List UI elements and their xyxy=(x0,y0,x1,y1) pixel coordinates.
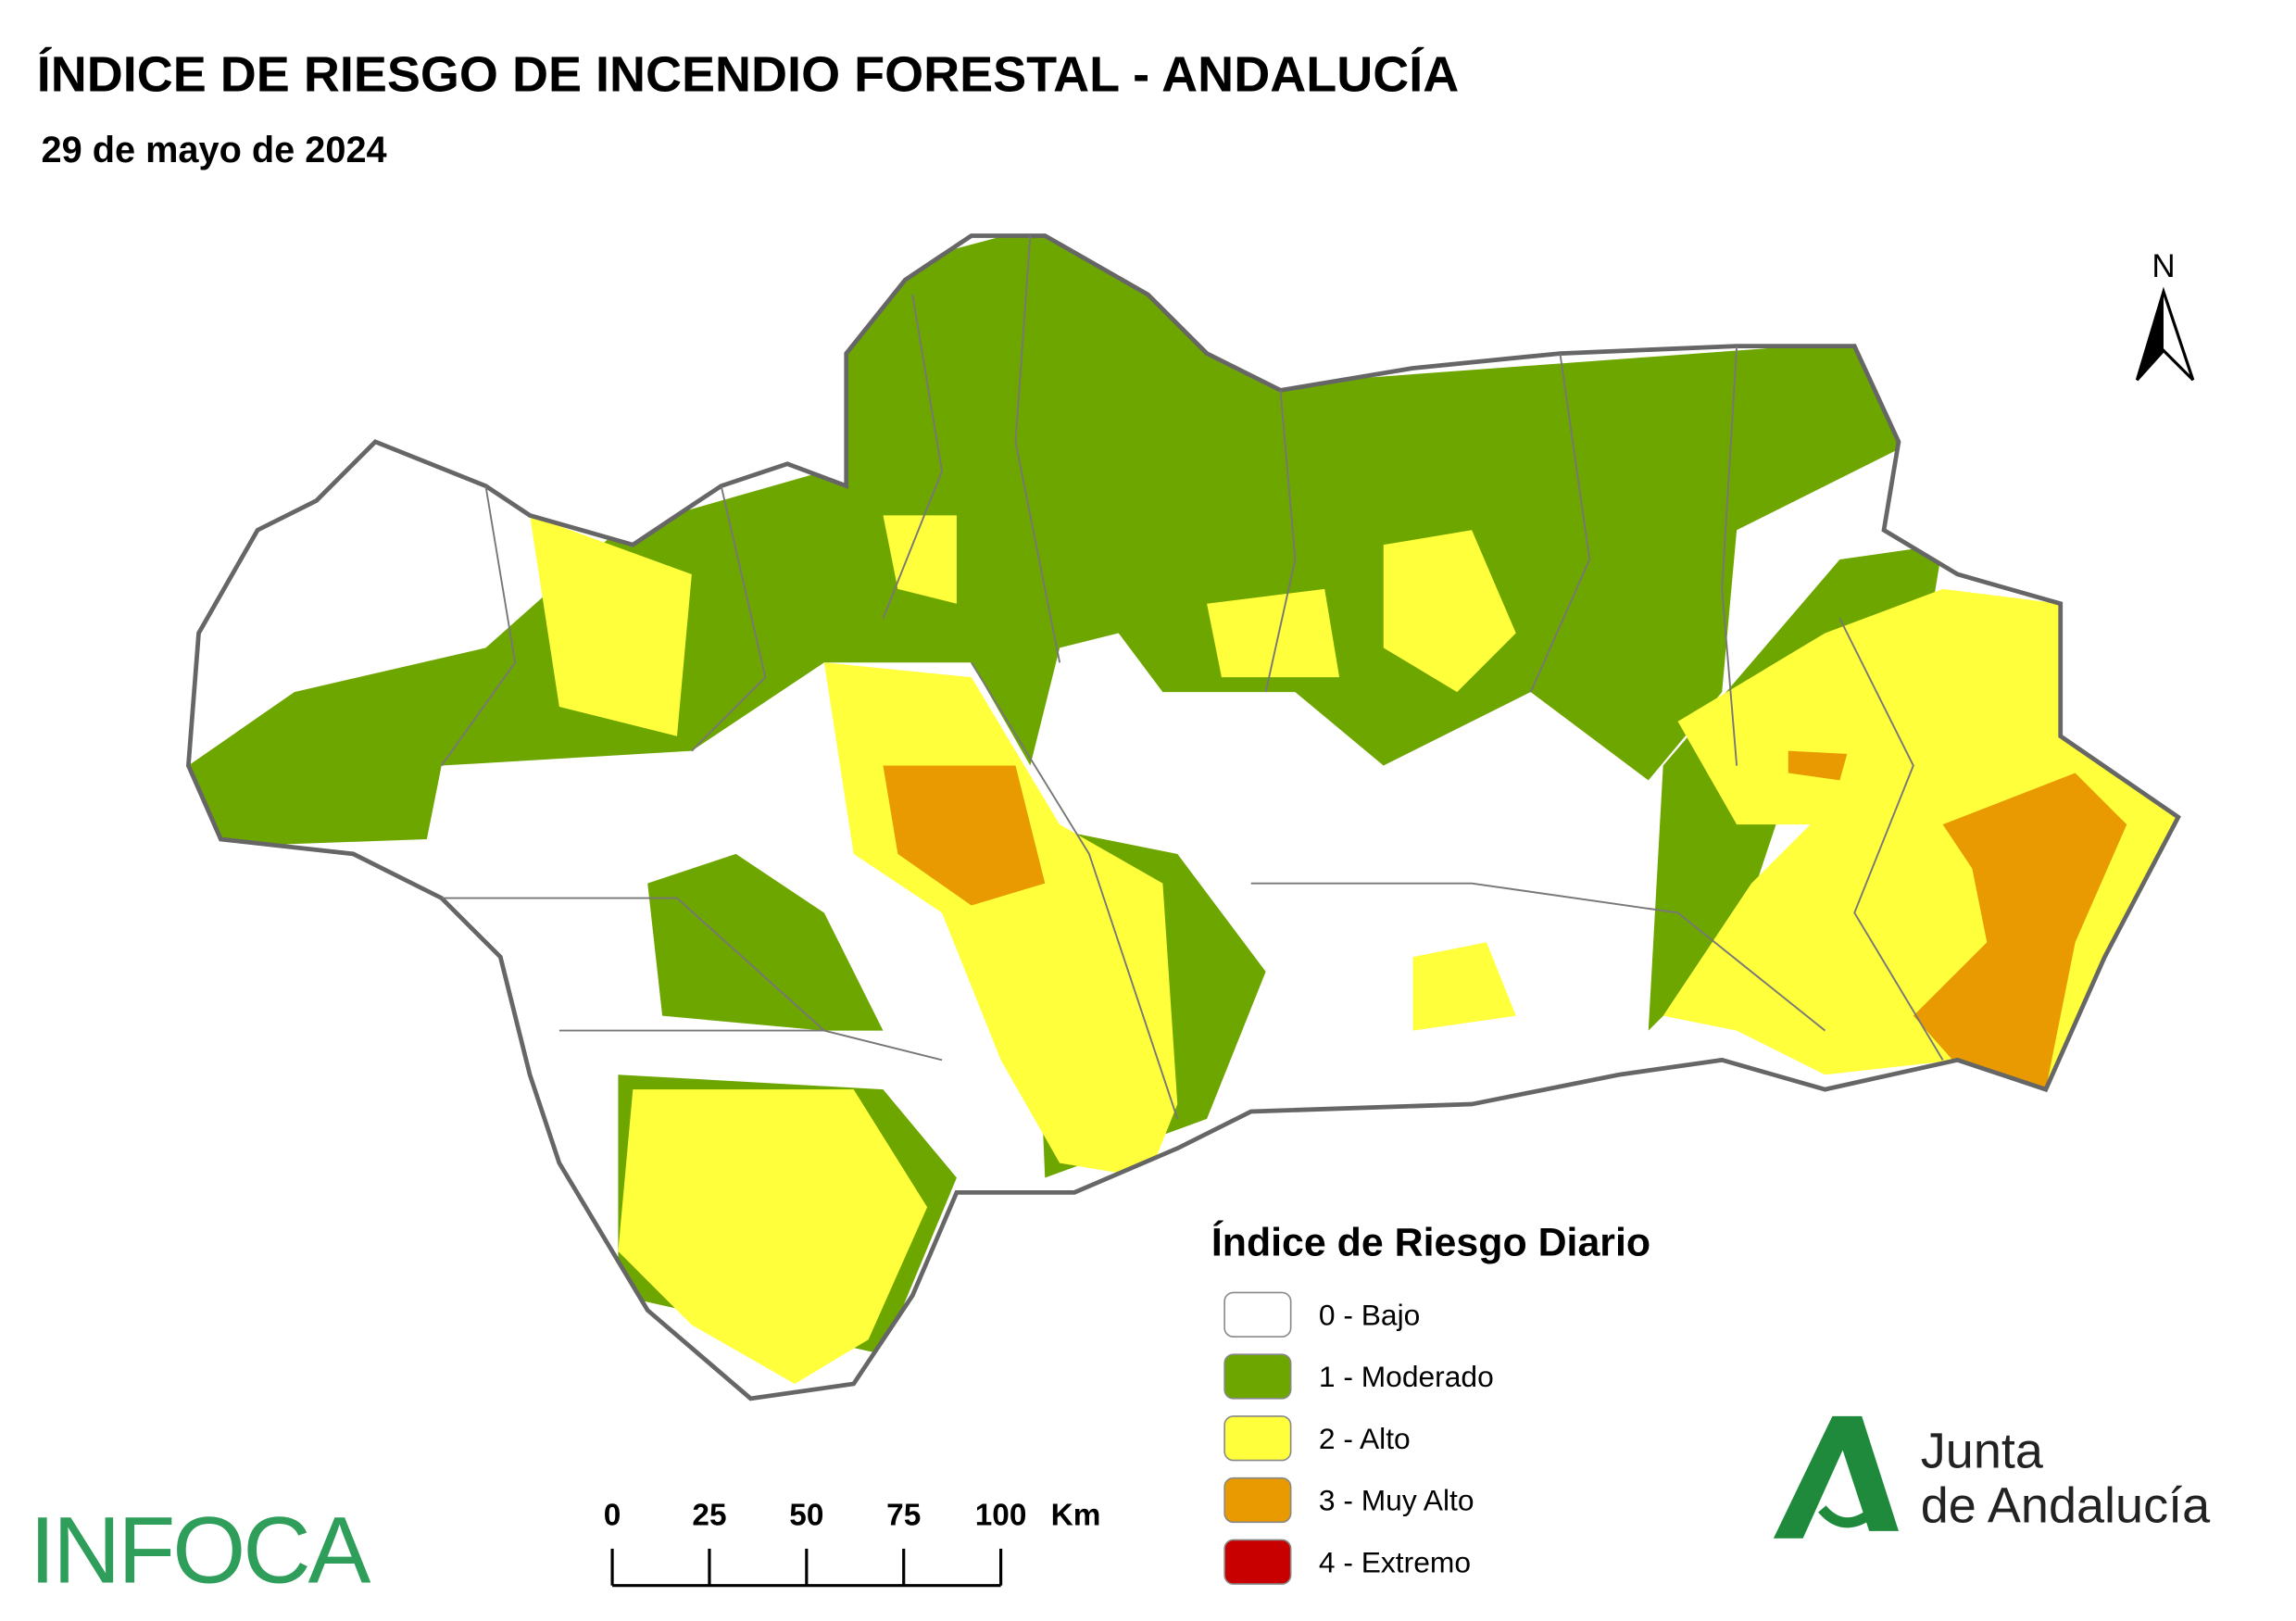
junta-logo: Junta de Andalucía xyxy=(1773,1415,2211,1539)
north-label: N xyxy=(2152,248,2175,284)
region-map xyxy=(188,221,2177,1399)
zone-very-high xyxy=(1788,750,1848,781)
legend-label: 1 - Moderado xyxy=(1319,1360,1494,1393)
junta-symbol-curve xyxy=(1818,1501,1885,1528)
legend-label: 2 - Alto xyxy=(1319,1422,1411,1455)
scale-unit: Km xyxy=(1051,1499,1101,1533)
legend: Índice de Riesgo Diario 0 - Bajo 1 - Mode… xyxy=(1211,1221,1650,1585)
scale-label: 25 xyxy=(692,1499,726,1533)
legend-label: 0 - Bajo xyxy=(1319,1298,1420,1331)
scale-label: 0 xyxy=(604,1499,621,1533)
legend-label: 3 - Muy Alto xyxy=(1319,1484,1474,1517)
zone-moderate xyxy=(647,853,884,1031)
legend-swatch xyxy=(1223,1291,1292,1338)
legend-title: Índice de Riesgo Diario xyxy=(1211,1221,1650,1265)
zone-high xyxy=(618,1089,928,1384)
zone-high xyxy=(883,515,957,604)
zone-very-high xyxy=(1913,773,2127,1090)
risk-zones xyxy=(188,235,2178,1384)
junta-symbol xyxy=(1773,1415,1899,1539)
zone-high xyxy=(1207,588,1340,678)
scale-label: 100 xyxy=(975,1499,1027,1533)
legend-swatch xyxy=(1223,1539,1292,1585)
legend-swatch xyxy=(1223,1353,1292,1400)
municipal-borders xyxy=(440,235,1944,1120)
scale-label: 75 xyxy=(886,1499,921,1533)
zone-very-high xyxy=(883,765,1046,906)
infoca-logo: INFOCA xyxy=(30,1497,371,1602)
map-title: ÍNDICE DE RIESGO DE INCENDIO FORESTAL - … xyxy=(37,47,1460,103)
scale-label: 50 xyxy=(789,1499,823,1533)
north-arrow: N xyxy=(2135,248,2195,382)
junta-name-2: de Andalucía xyxy=(1921,1477,2211,1533)
zone-high xyxy=(530,515,692,736)
zone-high xyxy=(1412,942,1516,1031)
junta-name-1: Junta xyxy=(1921,1424,2044,1479)
legend-swatch xyxy=(1223,1476,1292,1524)
legend-swatch xyxy=(1223,1415,1292,1462)
scale-bar: 0 25 50 75 100 Km xyxy=(604,1499,1101,1588)
map-subtitle: 29 de mayo de 2024 xyxy=(41,130,386,170)
legend-label: 4 - Extremo xyxy=(1319,1545,1471,1578)
zone-high xyxy=(1383,530,1516,693)
